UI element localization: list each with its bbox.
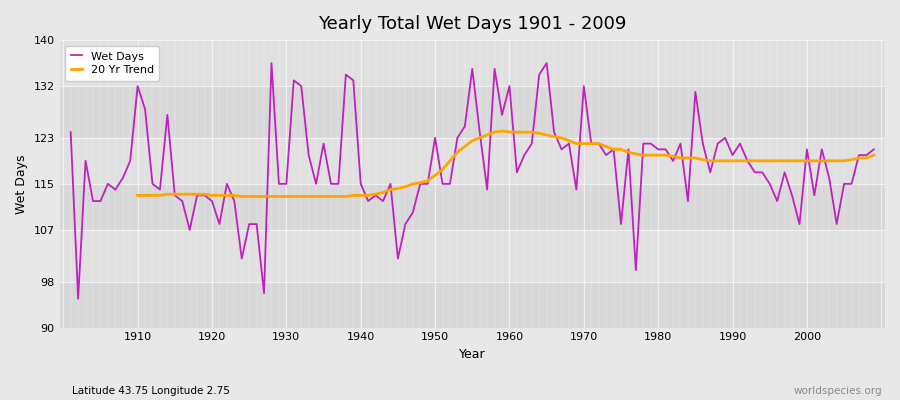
Bar [59, 86, 885, 138]
Bar [59, 138, 885, 184]
Y-axis label: Wet Days: Wet Days [15, 154, 28, 214]
Wet Days [511, 170, 522, 175]
Wet Days [348, 78, 359, 83]
Bar [59, 184, 885, 230]
Text: Latitude 43.75 Longitude 2.75: Latitude 43.75 Longitude 2.75 [72, 386, 230, 396]
Title: Yearly Total Wet Days 1901 - 2009: Yearly Total Wet Days 1901 - 2009 [318, 15, 626, 33]
Bar [59, 230, 885, 282]
20 Yr Trend [526, 130, 537, 134]
20 Yr Trend [846, 157, 857, 162]
20 Yr Trend [586, 141, 597, 146]
Wet Days [132, 84, 143, 88]
Wet Days [868, 147, 879, 152]
X-axis label: Year: Year [459, 348, 486, 361]
Wet Days [303, 153, 314, 158]
20 Yr Trend [281, 194, 292, 199]
Line: 20 Yr Trend: 20 Yr Trend [138, 131, 874, 196]
20 Yr Trend [132, 193, 143, 198]
20 Yr Trend [237, 194, 248, 199]
20 Yr Trend [824, 158, 834, 163]
Bar [59, 282, 885, 328]
Wet Days [519, 153, 530, 158]
Bar [59, 40, 885, 86]
20 Yr Trend [868, 153, 879, 158]
Line: Wet Days: Wet Days [71, 63, 874, 299]
Wet Days [266, 61, 277, 66]
Wet Days [608, 147, 619, 152]
20 Yr Trend [310, 194, 321, 199]
Wet Days [73, 296, 84, 301]
Text: worldspecies.org: worldspecies.org [794, 386, 882, 396]
Wet Days [66, 130, 77, 134]
Legend: Wet Days, 20 Yr Trend: Wet Days, 20 Yr Trend [65, 46, 159, 81]
20 Yr Trend [497, 128, 508, 133]
